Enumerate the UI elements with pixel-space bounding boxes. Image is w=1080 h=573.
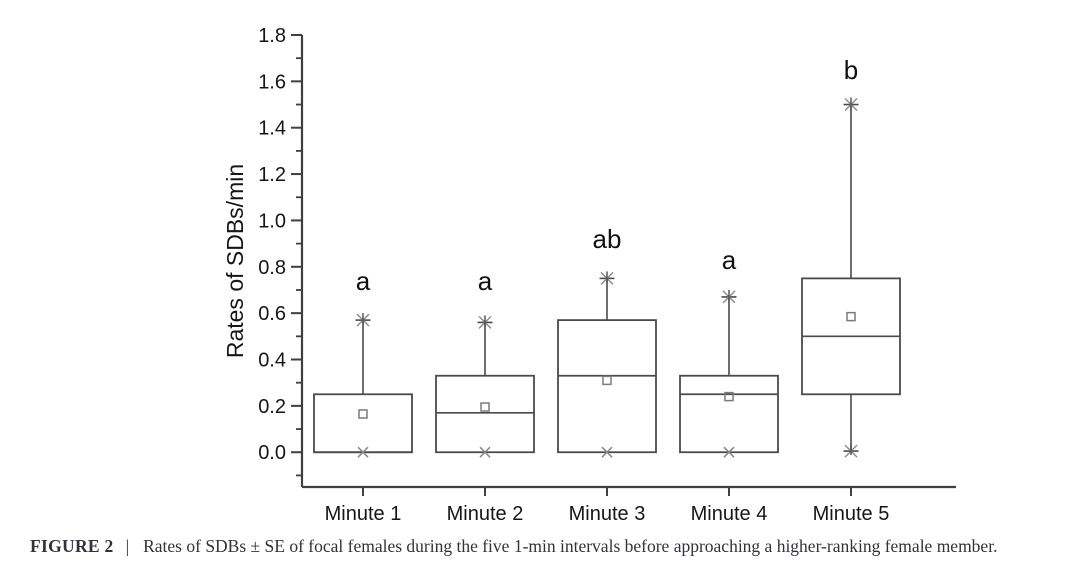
y-tick-label: 1.4 — [258, 118, 286, 140]
figure-caption-separator: | — [125, 536, 130, 556]
figure-caption: FIGURE 2 | Rates of SDBs ± SE of focal fem… — [30, 536, 1060, 557]
x-label-minute-5: Minute 5 — [813, 503, 890, 525]
mean-marker-minute-2 — [480, 402, 490, 412]
box-rect-minute-3 — [557, 319, 657, 454]
figure-caption-text: Rates of SDBs ± SE of focal females duri… — [143, 536, 998, 556]
sig-letter-minute-4: a — [722, 245, 737, 275]
y-tick-label: 1.6 — [258, 71, 286, 93]
x-label-minute-4: Minute 4 — [691, 503, 768, 525]
y-tick-label: 1.2 — [258, 164, 286, 186]
y-tick-label: 0.0 — [258, 442, 286, 464]
boxplot-chart: 0.0 0.2 0.4 0.6 0.8 1.0 1.2 1.4 1.6 1.8 Rates of S… — [222, 25, 956, 525]
min-x-marker — [723, 446, 735, 458]
y-tick-label: 1.0 — [258, 210, 286, 232]
min-x-marker — [357, 446, 369, 458]
y-axis-title: Rates of SDBs/min — [222, 164, 248, 358]
mean-marker-minute-4 — [724, 391, 734, 402]
x-label-minute-2: Minute 2 — [447, 503, 524, 525]
mean-marker-minute-5 — [846, 311, 856, 322]
y-tick-label: 0.4 — [258, 350, 286, 372]
sig-letter-minute-2: a — [478, 266, 493, 296]
box-rect-minute-4 — [679, 374, 779, 454]
y-tick-label: 0.2 — [258, 396, 286, 418]
box-rect-minute-2 — [435, 374, 535, 454]
y-tick-label: 1.8 — [258, 25, 286, 47]
y-tick-label: 0.8 — [258, 257, 286, 279]
sig-letter-minute-5: b — [844, 55, 858, 85]
x-label-minute-1: Minute 1 — [325, 503, 402, 525]
min-x-marker — [601, 446, 613, 458]
mean-marker-minute-1 — [358, 409, 368, 419]
figure-caption-label: FIGURE 2 — [30, 536, 114, 556]
sig-letter-minute-1: a — [356, 266, 371, 296]
y-tick-label: 0.6 — [258, 303, 286, 325]
x-label-minute-3: Minute 3 — [569, 503, 646, 525]
min-x-marker — [479, 446, 491, 458]
sig-letter-minute-3: ab — [593, 224, 622, 254]
box-rect-minute-1 — [313, 393, 413, 454]
mean-marker-minute-3 — [602, 375, 612, 386]
